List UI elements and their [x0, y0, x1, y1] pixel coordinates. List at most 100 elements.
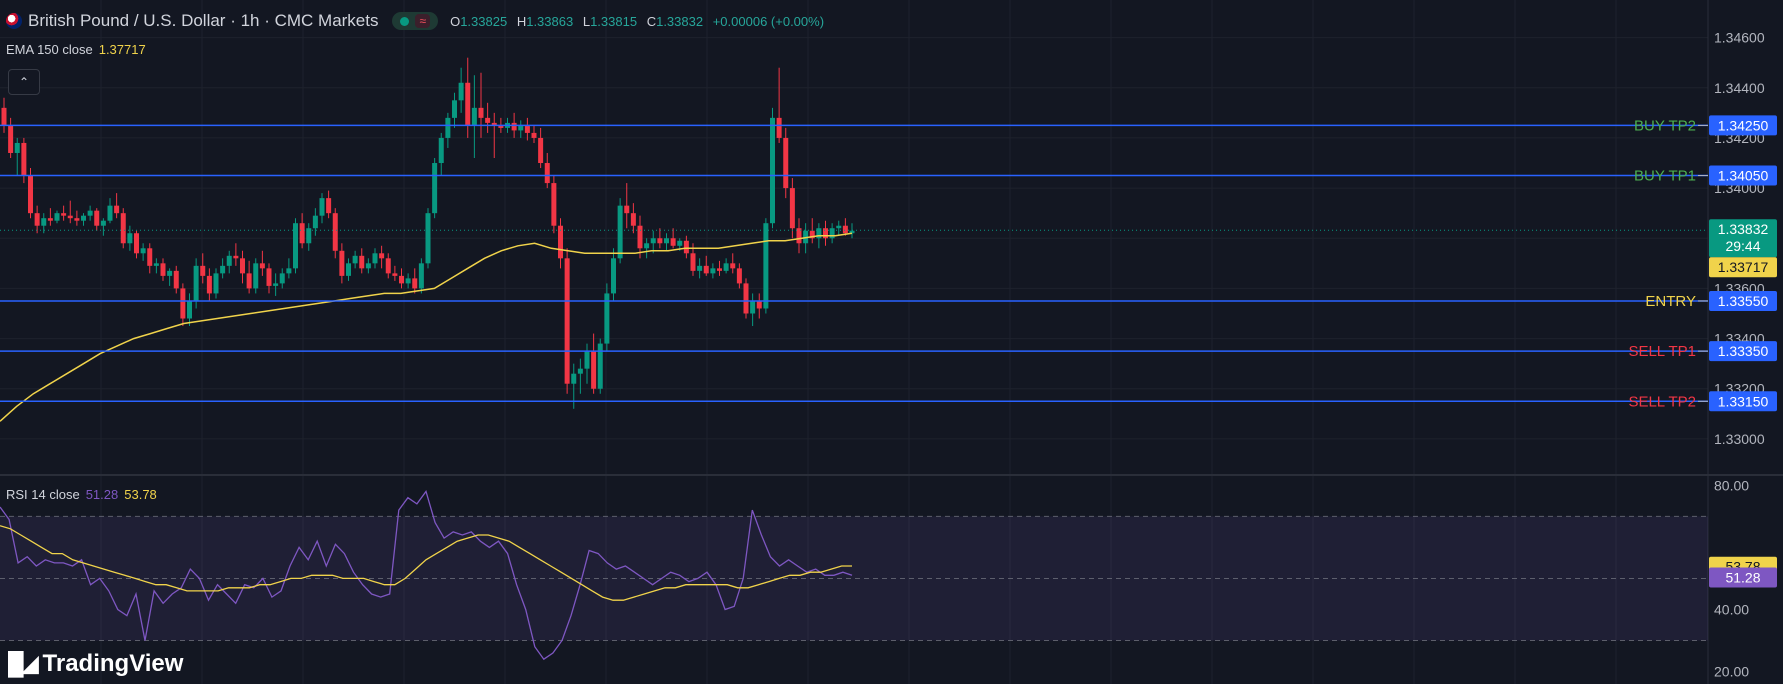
candle-body [134, 233, 139, 254]
candle-body [524, 125, 530, 133]
candle-body [438, 137, 444, 164]
candle-body [723, 263, 729, 271]
candles-group [1, 57, 855, 409]
low-key: L [582, 13, 591, 29]
level-price-label: 1.33350 [1718, 343, 1769, 359]
candle-body [173, 270, 179, 289]
candle-body [730, 263, 736, 269]
candle-body [233, 255, 239, 259]
candle-body [273, 283, 279, 286]
candle-body [471, 107, 477, 126]
candle-body [544, 163, 550, 184]
ema-legend-label: EMA 150 close [6, 42, 93, 57]
high-key: H [516, 13, 527, 29]
rsi-legend-label: RSI 14 close [6, 487, 80, 502]
symbol-legend[interactable]: British Pound / U.S. Dollar · 1h · CMC M… [6, 11, 830, 31]
level-name-buy-tp1: BUY TP1 [1634, 168, 1696, 185]
candle-body [34, 213, 40, 226]
level-name-sell-tp2: SELL TP2 [1628, 393, 1696, 410]
candle-body [611, 258, 616, 294]
candle-body [657, 238, 663, 244]
candle-body [465, 82, 471, 126]
candle-body [61, 213, 67, 216]
candle-body [193, 265, 199, 301]
candle-body [796, 228, 802, 244]
level-price-tag [1709, 290, 1777, 311]
candle-body [392, 273, 398, 276]
candle-body [312, 215, 318, 229]
candle-body [485, 117, 491, 123]
candle-body [286, 268, 292, 274]
candle-body [153, 263, 159, 266]
tradingview-logo[interactable]: █◢ TradingView [8, 650, 183, 678]
level-price-label: 1.34050 [1718, 168, 1769, 184]
level-name-buy-tp2: BUY TP2 [1634, 117, 1696, 134]
level-price-label: 1.34250 [1718, 117, 1769, 133]
candle-body [412, 278, 418, 289]
candle-body [750, 300, 756, 314]
candle-body [114, 205, 120, 214]
candle-body [591, 351, 597, 389]
candle-body [399, 275, 404, 284]
candle-body [743, 283, 749, 314]
candle-body [670, 238, 676, 246]
candle-body [849, 230, 855, 234]
data-feed-icon: ≈ [415, 14, 431, 28]
collapse-legend-button[interactable]: ⌃ [8, 69, 40, 95]
logo-text: TradingView [42, 650, 184, 677]
candle-body [200, 265, 206, 276]
close-key: C [646, 13, 657, 29]
candle-body [683, 240, 689, 254]
candle-body [770, 117, 775, 224]
level-price-tag [1709, 115, 1777, 136]
ema-price-label: 1.33717 [1718, 259, 1769, 275]
candle-body [478, 107, 484, 118]
current-price-tag [1709, 219, 1777, 258]
candle-body [624, 205, 630, 214]
close-value: 1.33832 [656, 13, 704, 29]
ema-legend[interactable]: EMA 150 close 1.37717 [6, 42, 146, 57]
price-axis-tick-label: 1.33000 [1714, 431, 1765, 447]
candle-body [246, 273, 252, 289]
candle-body [319, 198, 325, 216]
candle-body [253, 263, 259, 289]
candle-body [637, 225, 643, 249]
candle-body [584, 351, 590, 369]
level-price-tag [1709, 341, 1777, 362]
candle-body [140, 248, 146, 254]
low-value: 1.33815 [590, 13, 638, 29]
market-open-dot-icon [400, 16, 410, 26]
rsi-legend[interactable]: RSI 14 close 51.28 53.78 [6, 487, 157, 502]
rsi-line [0, 490, 853, 661]
level-name-entry: ENTRY [1645, 293, 1696, 310]
candle-body [28, 175, 33, 214]
candle-body [21, 142, 27, 176]
market-status-pill[interactable]: ≈ [392, 12, 439, 30]
rsi-legend-value: 51.28 [85, 487, 119, 502]
candle-body [571, 373, 577, 384]
rsi-tag-label: 51.28 [1725, 569, 1760, 585]
tradingview-mark-icon: █◢ [8, 651, 38, 676]
candle-body [736, 268, 742, 284]
candle-body [498, 125, 504, 128]
candle-body [213, 273, 219, 294]
candle-body [74, 218, 80, 221]
candle-body [710, 268, 716, 274]
ema-price-tag [1709, 257, 1777, 278]
candle-body [160, 263, 166, 276]
candle-body [180, 288, 186, 319]
symbol-title: British Pound / U.S. Dollar · 1h · CMC M… [28, 11, 379, 30]
candle-body [418, 263, 424, 289]
rsi-axis-tick-label: 80.00 [1714, 477, 1749, 493]
candle-body [81, 215, 86, 221]
candle-body [604, 293, 610, 344]
rsi-axis-tick-label: 40.00 [1714, 601, 1749, 617]
ohlc-values: O1.33825 H1.33863 L1.33815 C1.33832 +0.0… [450, 14, 830, 29]
candle-body [577, 368, 583, 374]
open-key: O [450, 13, 461, 29]
candle-body [346, 263, 351, 276]
candle-body [365, 263, 371, 269]
candle-body [432, 163, 438, 214]
high-value: 1.33863 [526, 13, 574, 29]
